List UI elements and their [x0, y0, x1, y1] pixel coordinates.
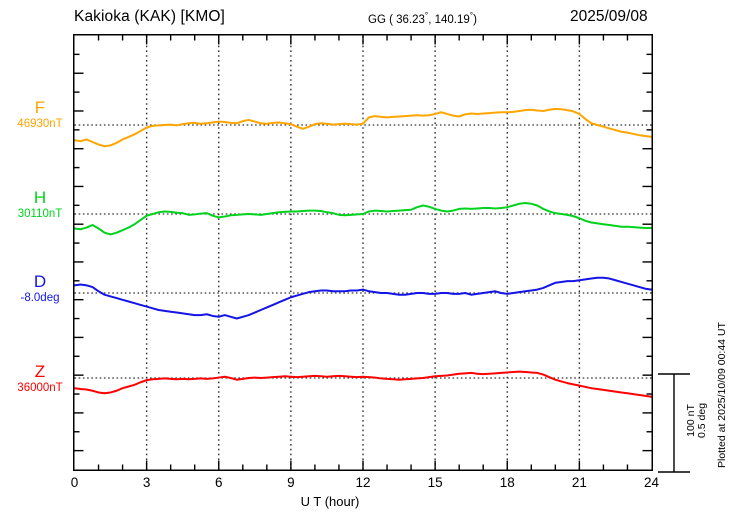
magnetogram-plot-area — [73, 34, 653, 471]
x-tick-label: 24 — [643, 475, 660, 490]
trace-H — [73, 201, 653, 236]
x-axis-title: U T (hour) — [0, 494, 730, 509]
geographic-coordinates: GG ( 36.23°, 140.19°) — [368, 11, 477, 26]
x-tick-label: 0 — [70, 475, 79, 490]
x-tick-label: 9 — [287, 475, 295, 490]
geo-mid: , 140.19 — [428, 13, 470, 26]
data-traces — [73, 107, 653, 398]
component-name-H: H — [33, 188, 47, 207]
component-label-Z: Z 36000nT — [8, 362, 72, 395]
x-axis-title-text: U T (hour) — [300, 494, 360, 509]
x-tick-label: 15 — [427, 475, 443, 490]
axis-ticks — [74, 35, 652, 470]
x-tick-label: 21 — [571, 475, 587, 490]
component-name-F: F — [34, 98, 46, 117]
degree-symbol-lat: ° — [424, 11, 429, 20]
component-baseline-H: 30110nT — [17, 207, 63, 220]
component-name-D: D — [33, 272, 47, 291]
magnetogram-svg — [73, 34, 653, 471]
component-label-F: F 46930nT — [8, 98, 72, 131]
component-baseline-D: -8.0deg — [20, 291, 60, 304]
trace-D — [73, 276, 653, 320]
x-tick-label: 12 — [355, 475, 371, 490]
scale-bar-caption: 100 nT 0.5 deg — [685, 402, 709, 438]
page-title: Kakioka (KAK) [KMO] — [74, 8, 225, 25]
component-baseline-Z: 36000nT — [17, 381, 63, 394]
baseline-lines — [74, 124, 652, 379]
trace-Z — [73, 370, 653, 398]
x-tick-label: 18 — [499, 475, 515, 490]
degree-symbol-lon: ° — [469, 11, 474, 20]
trace-F — [73, 107, 653, 148]
x-tick-label: 6 — [214, 475, 223, 490]
geo-prefix: GG ( 36.23 — [368, 13, 425, 26]
component-label-H: H 30110nT — [8, 188, 72, 221]
plotted-at-timestamp: Plotted at 2025/10/09 00:44 UT — [716, 322, 728, 468]
grid-lines — [145, 36, 581, 469]
component-baseline-F: 46930nT — [17, 117, 63, 130]
x-tick-label: 3 — [142, 475, 151, 490]
observation-date: 2025/09/08 — [570, 8, 648, 25]
plot-frame — [73, 34, 653, 471]
geo-suffix: ) — [473, 13, 477, 26]
scale-bar — [658, 373, 690, 473]
component-name-Z: Z — [34, 362, 46, 381]
scale-bar-deg: 0.5 deg — [696, 402, 709, 438]
component-label-D: D -8.0deg — [8, 272, 72, 305]
